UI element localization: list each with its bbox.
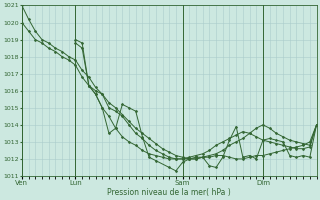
X-axis label: Pression niveau de la mer( hPa ): Pression niveau de la mer( hPa ) bbox=[107, 188, 231, 197]
